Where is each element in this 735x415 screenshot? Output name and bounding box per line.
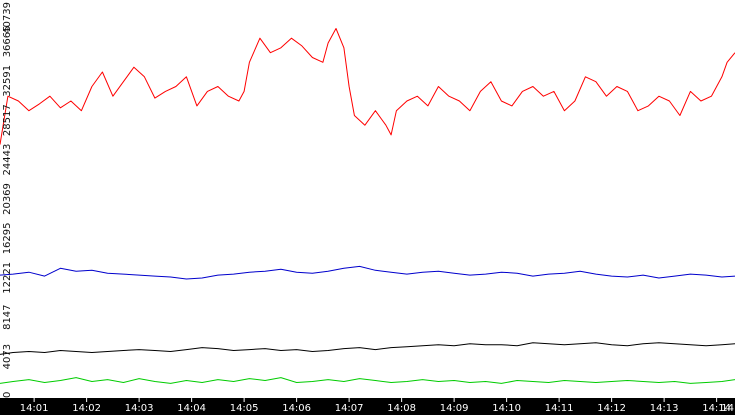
y-axis: 0 4073 8147 12221 16295 20369 24443 28517 32591 3… [2,2,13,398]
y-tick-label: 16295 [2,222,13,254]
x-tick-label: 14:06 [282,403,311,414]
series-line-0 [0,28,735,145]
y-tick-label: 24443 [2,144,13,176]
x-tick-label: 14:10 [492,403,521,414]
x-tick-label: 14:08 [387,403,416,414]
series-line-3 [0,377,735,384]
x-tick-label: 14:11 [545,403,574,414]
x-axis-bar [0,398,735,415]
x-axis: 14:01 14:02 14:03 14:04 14:05 14:06 14:07 14:08… [20,398,734,414]
x-tick-label: 14:01 [20,403,49,414]
y-tick-label: 8147 [2,304,13,329]
x-tick-label: 14:05 [230,403,259,414]
x-tick-label: 14:04 [177,403,206,414]
y-tick-label: 36665 [2,25,13,57]
x-tick-label: 14:12 [597,403,626,414]
x-tick-label: 14:07 [335,403,364,414]
y-tick-label: 32591 [2,65,13,97]
series-line-1 [0,265,735,280]
y-tick-label: 0 [2,392,13,398]
x-tick-label: 14:09 [440,403,469,414]
y-tick-label: 4073 [2,344,13,369]
x-tick-label: 14:03 [125,403,154,414]
y-tick-label: 40739 [2,2,13,34]
x-tick-label: 14:14 [702,403,731,414]
x-tick-label: 14:13 [650,403,679,414]
x-tick-label: 14 [721,403,734,414]
series-line-2 [0,342,735,355]
y-tick-label: 12221 [2,262,13,294]
y-tick-label: 20369 [2,183,13,215]
y-tick-label: 28517 [2,104,13,136]
series-layer [0,28,735,384]
x-tick-label: 14:02 [72,403,101,414]
